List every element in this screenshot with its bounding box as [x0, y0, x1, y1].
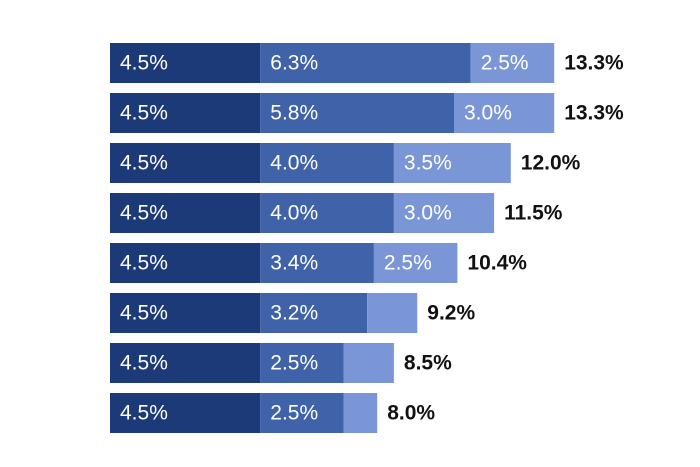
bar-segment-row8-series2	[260, 393, 344, 433]
segment-label-row6-series2: 3.2%	[270, 302, 318, 325]
segment-label-row3-series3: 3.5%	[404, 152, 452, 175]
bar-segment-row1-series1	[110, 43, 261, 83]
bar-segment-row8-series3	[343, 393, 378, 433]
bar-segment-row5-series1	[110, 243, 261, 283]
bar-segment-row6-series1	[110, 293, 261, 333]
segment-label-row3-series2: 4.0%	[270, 152, 318, 175]
bar-segment-row1-series3	[470, 43, 555, 83]
bar-segment-row8-series1	[110, 393, 261, 433]
segment-label-row4-series2: 4.0%	[270, 202, 318, 225]
bar-segment-row4-series2	[260, 193, 394, 233]
bar-segment-row2-series3	[454, 93, 555, 133]
bar-segment-row6-series2	[260, 293, 368, 333]
total-label-row5: 10.4%	[467, 252, 527, 275]
bars-group: 4.5% 6.3% 2.5% 13.3% 4.5% 5.8% 3.0% 13.3% 4.5% 4.…	[110, 43, 624, 433]
segment-label-row8-series2: 2.5%	[270, 402, 318, 425]
total-label-row8: 8.0%	[387, 402, 435, 425]
total-label-row3: 12.0%	[521, 152, 581, 175]
segment-label-row1-series3: 2.5%	[481, 52, 529, 75]
segment-label-row5-series1: 4.5%	[120, 252, 168, 275]
segment-label-row4-series3: 3.0%	[404, 202, 452, 225]
total-label-row6: 9.2%	[427, 302, 475, 325]
segment-label-row5-series3: 2.5%	[384, 252, 432, 275]
bar-segment-row7-series2	[260, 343, 344, 383]
segment-label-row2-series2: 5.8%	[270, 102, 318, 125]
segment-label-row3-series1: 4.5%	[120, 152, 168, 175]
segment-label-row8-series1: 4.5%	[120, 402, 168, 425]
bar-segment-row6-series3	[367, 293, 418, 333]
total-label-row1: 13.3%	[564, 52, 624, 75]
total-label-row7: 8.5%	[404, 352, 452, 375]
segment-label-row2-series3: 3.0%	[464, 102, 512, 125]
bar-segment-row3-series1	[110, 143, 261, 183]
bar-segment-row5-series3	[373, 243, 458, 283]
bar-segment-row2-series1	[110, 93, 261, 133]
bar-segment-row1-series2	[260, 43, 471, 83]
bar-segment-row7-series3	[343, 343, 394, 383]
segment-label-row5-series2: 3.4%	[270, 252, 318, 275]
bar-segment-row2-series2	[260, 93, 454, 133]
segment-label-row1-series2: 6.3%	[270, 52, 318, 75]
segment-label-row7-series1: 4.5%	[120, 352, 168, 375]
bar-segment-row4-series3	[393, 193, 495, 233]
segment-label-row1-series1: 4.5%	[120, 52, 168, 75]
segment-label-row6-series1: 4.5%	[120, 302, 168, 325]
total-label-row4: 11.5%	[504, 202, 563, 225]
bar-segment-row5-series2	[260, 243, 374, 283]
bar-segment-row7-series1	[110, 343, 261, 383]
bar-segment-row4-series1	[110, 193, 261, 233]
bar-segment-row3-series2	[260, 143, 394, 183]
total-label-row2: 13.3%	[564, 102, 624, 125]
segment-label-row4-series1: 4.5%	[120, 202, 168, 225]
bar-segment-row3-series3	[393, 143, 511, 183]
segment-label-row7-series2: 2.5%	[270, 352, 318, 375]
segment-label-row2-series1: 4.5%	[120, 102, 168, 125]
